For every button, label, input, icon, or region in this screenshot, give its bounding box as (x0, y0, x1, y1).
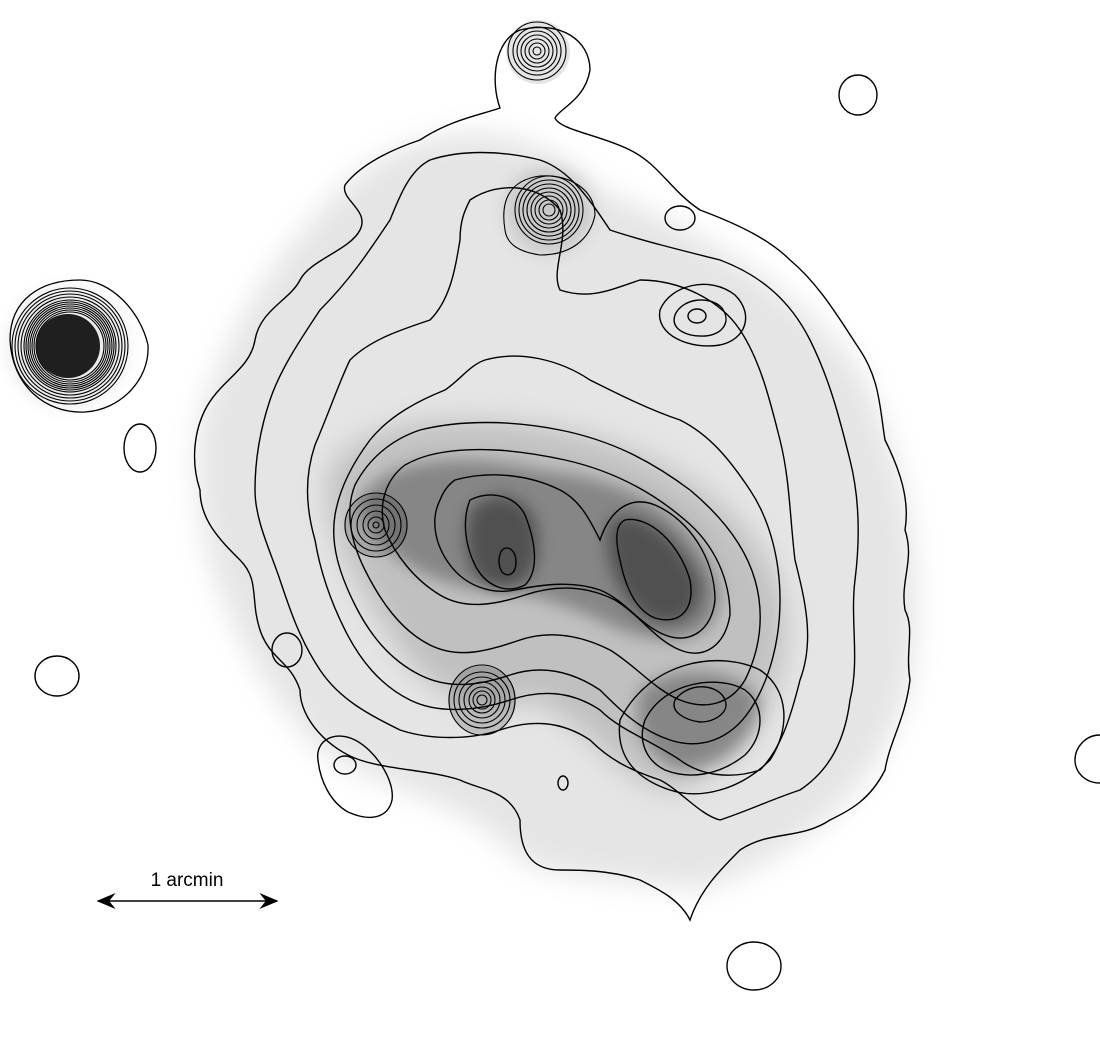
contour-lobe-ne-2 (673, 299, 727, 337)
contour-level-1 (193, 26, 911, 922)
point-source-core-left (344, 492, 408, 558)
contour-level-3 (306, 187, 809, 776)
isolated-source (1074, 734, 1100, 784)
isolated-source (271, 632, 303, 668)
contour-lobe-sw-1 (618, 659, 785, 795)
isolated-source (333, 755, 357, 775)
contour-level-4 (333, 355, 781, 745)
isolated-source (726, 941, 782, 991)
isolated-source (317, 735, 393, 819)
isolated-sources (34, 74, 1100, 991)
contour-level-2 (254, 151, 859, 821)
point-source-top (506, 20, 570, 84)
isolated-source (557, 775, 569, 791)
contour-lobe-sw-2 (641, 681, 761, 776)
point-source-bright-left (8, 279, 149, 413)
contour-lines (193, 26, 911, 922)
isolated-source (123, 423, 157, 473)
diffuse-emission (196, 133, 917, 890)
point-source-lower (448, 664, 516, 736)
contour-level-10 (498, 547, 517, 576)
scale-bar-label: 1 arcmin (151, 870, 224, 891)
point-sources (8, 20, 596, 736)
contour-level-5 (349, 421, 761, 706)
contour-level-7 (434, 474, 716, 639)
isolated-source (838, 74, 878, 116)
contour-lobe-ne-1 (658, 283, 747, 347)
contour-lobe-sw-3 (673, 686, 727, 723)
contour-level-8 (464, 494, 536, 590)
scale-bar: 1 arcmin (96, 870, 279, 909)
point-source-upper (503, 166, 596, 256)
contour-level-9 (616, 518, 692, 621)
isolated-source (664, 205, 696, 231)
isolated-source (34, 655, 80, 697)
